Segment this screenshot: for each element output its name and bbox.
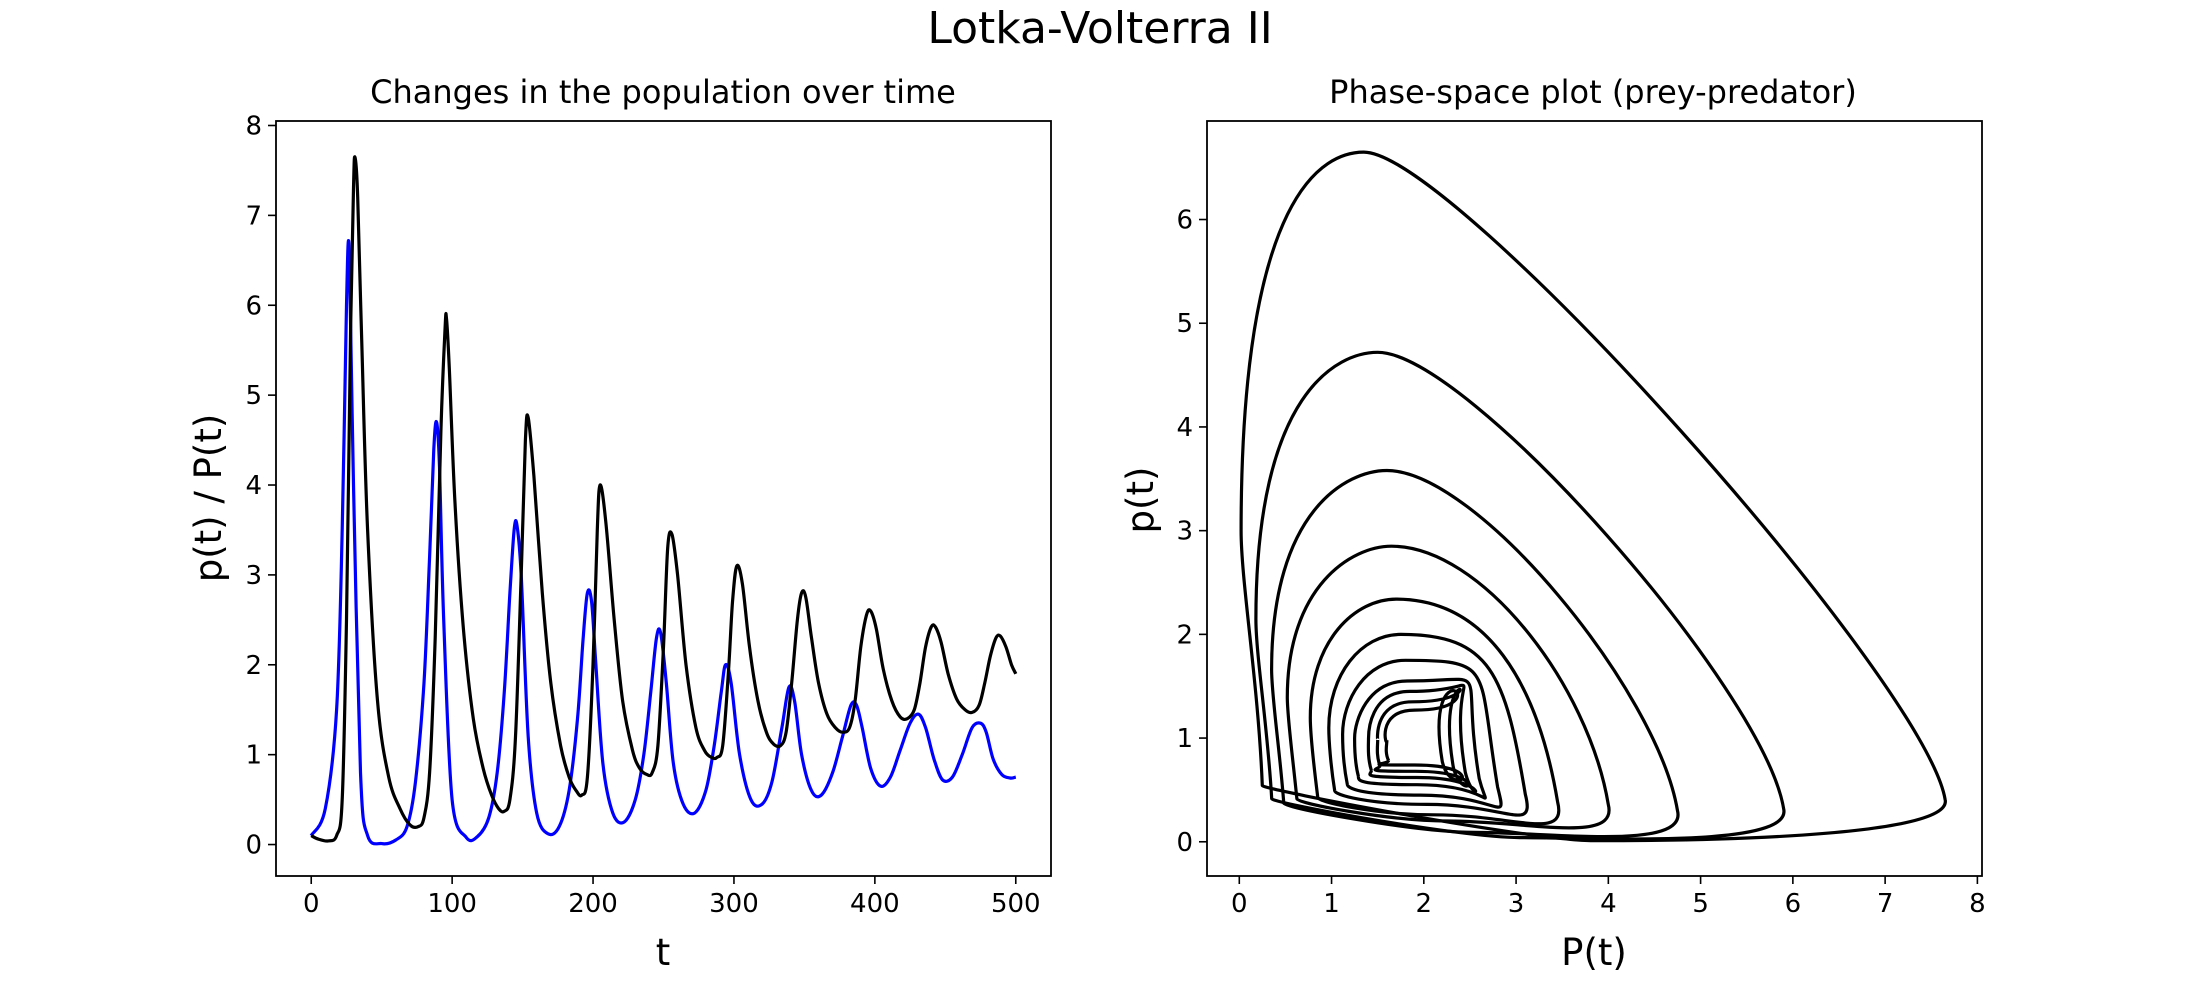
figure-title: Lotka-Volterra II xyxy=(927,3,1272,54)
time-series-y-tick-label: 7 xyxy=(245,201,262,231)
phase-space-orbit-loop-10 xyxy=(1377,689,1464,782)
time-series-x-tick-label: 0 xyxy=(303,889,320,919)
phase-space-x-tick-label: 1 xyxy=(1323,889,1340,919)
phase-space-title: Phase-space plot (prey-predator) xyxy=(1329,73,1857,111)
phase-space-panel: Phase-space plot (prey-predator) 0 1 2 3 4 5 6… xyxy=(1119,73,1986,974)
phase-space-y-tick-label: 4 xyxy=(1176,413,1193,443)
time-series-x-label: t xyxy=(656,931,671,974)
time-series-axes-frame xyxy=(275,120,1052,877)
phase-space-x-tick-label: 3 xyxy=(1508,889,1525,919)
time-series-y-tick-label: 1 xyxy=(245,741,262,771)
phase-space-x-tick-label: 5 xyxy=(1692,889,1709,919)
time-series-x-tick-label: 200 xyxy=(568,889,618,919)
phase-space-x-ticks: 0 1 2 3 4 5 6 7 8 xyxy=(1231,876,1986,919)
time-series-y-label: p(t) / P(t) xyxy=(187,414,230,583)
phase-space-y-ticks: 0 1 2 3 4 5 6 xyxy=(1176,206,1207,858)
time-series-y-tick-label: 3 xyxy=(245,561,262,591)
phase-space-orbit-loop-2 xyxy=(1269,468,1680,839)
time-series-y-tick-label: 5 xyxy=(245,381,262,411)
phase-space-x-tick-label: 2 xyxy=(1416,889,1433,919)
time-series-y-tick-label: 6 xyxy=(245,291,262,321)
time-series-series-line-0 xyxy=(309,239,1017,846)
time-series-x-tick-label: 500 xyxy=(991,889,1041,919)
time-series-y-ticks: 0 1 2 3 4 5 6 7 8 xyxy=(245,111,276,861)
phase-space-orbit-loop-0 xyxy=(1239,150,1947,843)
time-series-x-tick-label: 300 xyxy=(709,889,759,919)
phase-space-x-tick-label: 8 xyxy=(1969,889,1986,919)
time-series-panel: Changes in the population over time 0 100… xyxy=(187,73,1052,974)
phase-space-x-tick-label: 7 xyxy=(1877,889,1894,919)
phase-space-y-tick-label: 2 xyxy=(1176,620,1193,650)
time-series-x-tick-label: 100 xyxy=(427,889,477,919)
phase-space-x-tick-label: 0 xyxy=(1231,889,1248,919)
phase-space-y-tick-label: 1 xyxy=(1176,724,1193,754)
phase-space-y-tick-label: 0 xyxy=(1176,828,1193,858)
phase-space-x-tick-label: 4 xyxy=(1600,889,1617,919)
time-series-x-tick-label: 400 xyxy=(850,889,900,919)
phase-space-plot-area xyxy=(1239,150,1947,843)
time-series-y-tick-label: 4 xyxy=(245,471,262,501)
time-series-y-tick-label: 2 xyxy=(245,651,262,681)
phase-space-orbit-loop-3 xyxy=(1285,544,1611,830)
phase-space-y-tick-label: 5 xyxy=(1176,309,1193,339)
phase-space-orbit-loop-5 xyxy=(1327,632,1529,817)
time-series-title: Changes in the population over time xyxy=(370,73,956,111)
phase-space-y-tick-label: 3 xyxy=(1176,517,1193,547)
time-series-x-ticks: 0 100 200 300 400 500 xyxy=(303,876,1041,919)
phase-space-axes-frame xyxy=(1206,120,1983,877)
time-series-y-tick-label: 0 xyxy=(245,831,262,861)
phase-space-orbit-loop-4 xyxy=(1308,597,1561,826)
time-series-series-line-1 xyxy=(310,155,1018,843)
phase-space-y-tick-label: 6 xyxy=(1176,206,1193,236)
phase-space-orbit-loop-7 xyxy=(1352,677,1487,800)
time-series-y-tick-label: 8 xyxy=(245,111,262,141)
time-series-plot-area xyxy=(309,155,1018,846)
phase-space-orbit-loop-6 xyxy=(1340,658,1503,809)
phase-space-x-tick-label: 6 xyxy=(1785,889,1802,919)
phase-space-y-label: p(t) xyxy=(1119,467,1162,534)
phase-space-orbit-loop-8 xyxy=(1366,683,1478,794)
phase-space-x-label: P(t) xyxy=(1561,931,1627,974)
phase-space-orbit-loop-1 xyxy=(1254,350,1786,841)
